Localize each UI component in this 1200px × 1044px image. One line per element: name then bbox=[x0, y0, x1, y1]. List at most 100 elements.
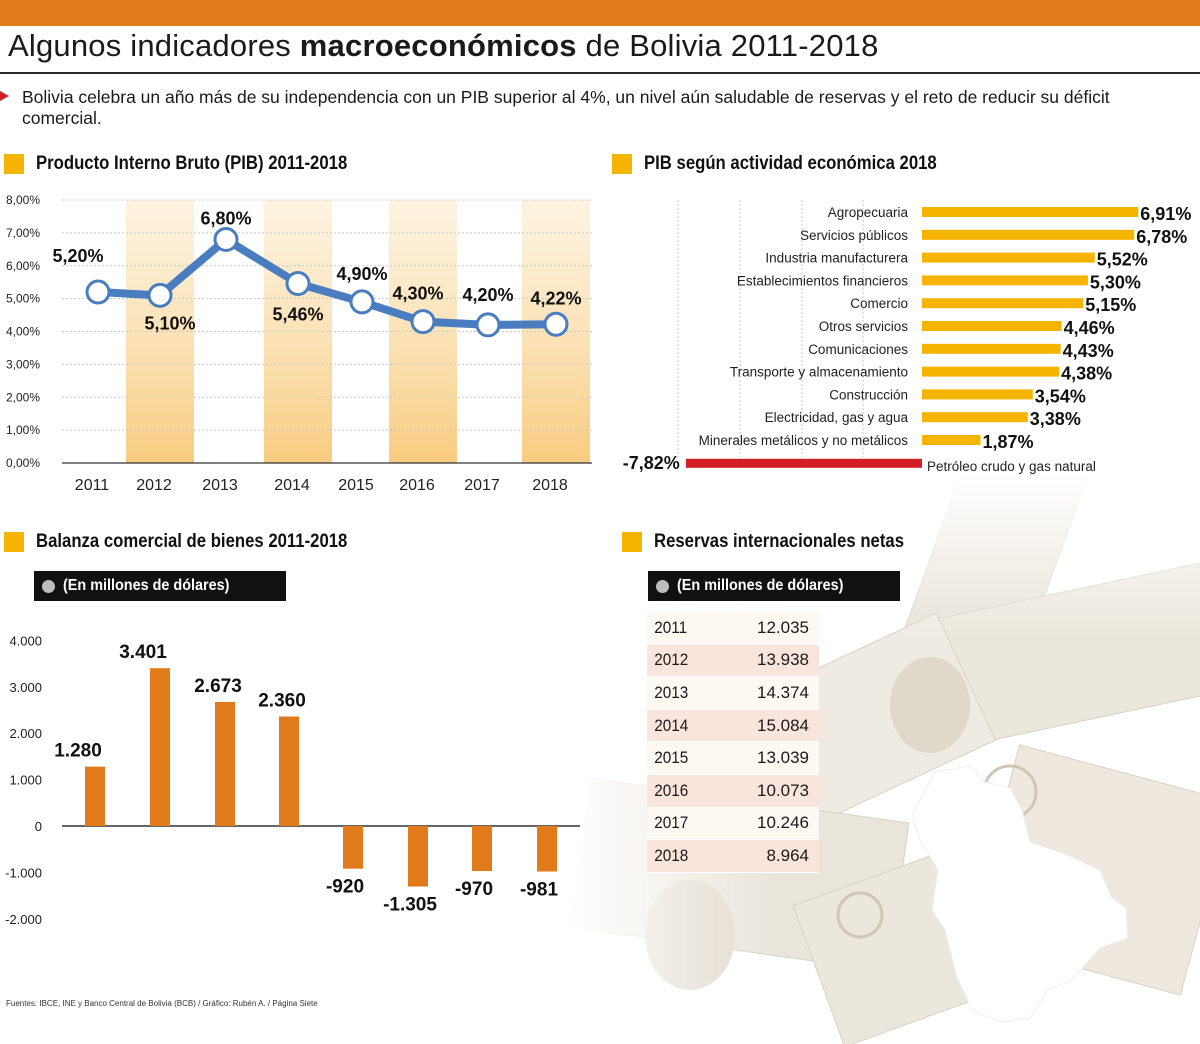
activity-value-label: 3,54% bbox=[1035, 386, 1086, 406]
title-rule bbox=[0, 72, 1200, 74]
trade-bar-chart: 4.000 3.000 2.000 1.000 0 -1.000 -2.000 1.280 3.… bbox=[5, 633, 580, 927]
reserves-year: 2015 bbox=[654, 748, 689, 768]
pib-data-label: 5,10% bbox=[144, 313, 195, 333]
activity-category-label: Petróleo crudo y gas natural bbox=[927, 459, 1096, 474]
activity-value-label: -7,82% bbox=[623, 453, 680, 473]
trade-bar bbox=[279, 716, 299, 826]
activity-bar bbox=[922, 207, 1139, 217]
pib-y-tick-label: 6,00% bbox=[6, 259, 40, 273]
pib-x-tick-label: 2011 bbox=[75, 477, 110, 494]
activity-value-label: 5,30% bbox=[1090, 272, 1141, 292]
trade-value-label: 2.673 bbox=[194, 676, 242, 697]
bullet-arrow-icon bbox=[0, 91, 9, 101]
pib-x-tick-label: 2018 bbox=[532, 477, 568, 494]
activity-bar bbox=[922, 343, 1061, 354]
unit-dot-icon bbox=[42, 579, 55, 593]
trade-y-tick-label: 1.000 bbox=[9, 773, 42, 788]
pib-x-tick-label: 2012 bbox=[136, 477, 172, 494]
pib-line-chart: 0,00% 1,00% 2,00% 3,00% 4,00% 5,00% 6,00% 7,00%… bbox=[6, 193, 592, 494]
title-bold: macroeconómicos bbox=[299, 28, 577, 63]
pib-data-point bbox=[85, 279, 111, 305]
activity-category-label: Transporte y almacenamiento bbox=[730, 365, 908, 380]
page-subtitle: Bolivia celebra un año más de su indepen… bbox=[22, 87, 1110, 128]
pib-x-tick-label: 2013 bbox=[202, 477, 238, 494]
reserves-row: 2015 13.039 bbox=[647, 742, 819, 775]
pib-y-tick-label: 8,00% bbox=[6, 193, 40, 207]
trade-unit-label: (En millones de dólares) bbox=[34, 571, 286, 601]
pib-y-tick-label: 1,00% bbox=[6, 423, 40, 437]
pib-x-tick-label: 2017 bbox=[464, 477, 500, 494]
activity-category-label: Comercio bbox=[850, 296, 908, 311]
trade-unit-text: (En millones de dólares) bbox=[63, 577, 230, 594]
pib-data-label: 4,22% bbox=[530, 288, 581, 308]
trade-value-label: -920 bbox=[326, 877, 364, 898]
activity-value-label: 5,52% bbox=[1097, 250, 1148, 270]
trade-bar bbox=[408, 826, 428, 887]
pib-y-tick-label: 2,00% bbox=[6, 390, 40, 404]
reserves-year: 2018 bbox=[654, 845, 689, 865]
trade-y-tick-label: 4.000 bbox=[9, 633, 42, 648]
source-note: Fuentes: IBCE, INE y Banco Central de Bo… bbox=[6, 999, 318, 1008]
pib-y-tick-label: 5,00% bbox=[6, 292, 40, 306]
pib-data-point bbox=[285, 271, 311, 297]
reserves-row: 2013 14.374 bbox=[647, 677, 819, 710]
trade-value-label: -1.305 bbox=[383, 895, 437, 916]
pib-y-tick-label: 3,00% bbox=[6, 357, 40, 371]
reserves-row: 2012 13.938 bbox=[647, 644, 819, 678]
activity-category-label: Industria manufacturera bbox=[765, 251, 908, 266]
reserves-row: 2017 10.246 bbox=[647, 807, 819, 841]
reserves-value: 10.073 bbox=[757, 780, 809, 800]
pib-data-point bbox=[213, 226, 239, 252]
activity-bar-negative bbox=[685, 458, 922, 468]
page-title: Algunos indicadores macroeconómicos de B… bbox=[8, 28, 879, 64]
activity-bar bbox=[922, 298, 1084, 309]
top-accent-bar bbox=[0, 0, 1200, 26]
unit-dot-icon bbox=[656, 579, 669, 593]
pib-data-label: 5,20% bbox=[52, 246, 103, 266]
reserves-row: 2011 12.035 bbox=[647, 612, 819, 645]
trade-y-tick-label: -1.000 bbox=[5, 865, 42, 880]
reserves-year: 2016 bbox=[654, 780, 689, 800]
section-square-icon bbox=[622, 532, 642, 552]
activity-category-label: Electricidad, gas y agua bbox=[765, 410, 909, 425]
section-square-icon bbox=[612, 154, 632, 174]
pib-data-label: 4,90% bbox=[336, 264, 387, 284]
activity-value-label: 4,43% bbox=[1063, 341, 1114, 361]
reserves-row: 2018 8.964 bbox=[647, 840, 819, 873]
section-title-reserves: Reservas internacionales netas bbox=[654, 531, 905, 552]
section-header-pib: Producto Interno Bruto (PIB) 2011-2018 bbox=[4, 153, 390, 175]
title-pre: Algunos indicadores bbox=[8, 28, 300, 63]
pib-data-point bbox=[475, 312, 501, 338]
reserves-value: 14.374 bbox=[757, 682, 809, 702]
title-post: de Bolivia 2011-2018 bbox=[576, 28, 879, 63]
trade-bar bbox=[343, 826, 363, 869]
trade-bar bbox=[537, 826, 557, 872]
activity-category-label: Comunicaciones bbox=[808, 342, 908, 357]
trade-bar bbox=[472, 826, 492, 872]
pib-data-label: 5,46% bbox=[272, 305, 323, 325]
trade-bar bbox=[150, 668, 170, 826]
pib-data-point bbox=[543, 311, 569, 337]
pib-data-point bbox=[349, 289, 375, 315]
pib-data-point bbox=[410, 309, 436, 335]
pib-y-tick-label: 4,00% bbox=[6, 325, 40, 339]
reserves-year: 2017 bbox=[654, 813, 689, 833]
section-square-icon bbox=[4, 154, 24, 174]
trade-bar bbox=[85, 766, 105, 826]
pib-data-label: 4,20% bbox=[462, 285, 513, 305]
trade-y-tick-label: 2.000 bbox=[9, 726, 42, 741]
reserves-value: 12.035 bbox=[757, 617, 809, 637]
pib-data-point bbox=[147, 282, 173, 308]
activity-category-label: Agropecuaria bbox=[828, 205, 909, 220]
trade-y-tick-label: 0 bbox=[35, 819, 42, 834]
activity-category-label: Establecimientos financieros bbox=[737, 273, 908, 288]
pib-x-tick-label: 2015 bbox=[338, 477, 374, 494]
activity-value-label: 4,38% bbox=[1061, 364, 1112, 384]
activity-bar bbox=[922, 275, 1088, 286]
reserves-year: 2013 bbox=[654, 682, 689, 702]
reserves-table: 2011 12.035 2012 13.938 2013 14.374 2014 15.084… bbox=[647, 612, 819, 873]
section-header-trade: Balanza comercial de bienes 2011-2018 bbox=[4, 531, 390, 553]
activity-bar bbox=[922, 252, 1095, 263]
reserves-value: 13.039 bbox=[757, 748, 809, 768]
activity-category-label: Construcción bbox=[829, 387, 908, 402]
